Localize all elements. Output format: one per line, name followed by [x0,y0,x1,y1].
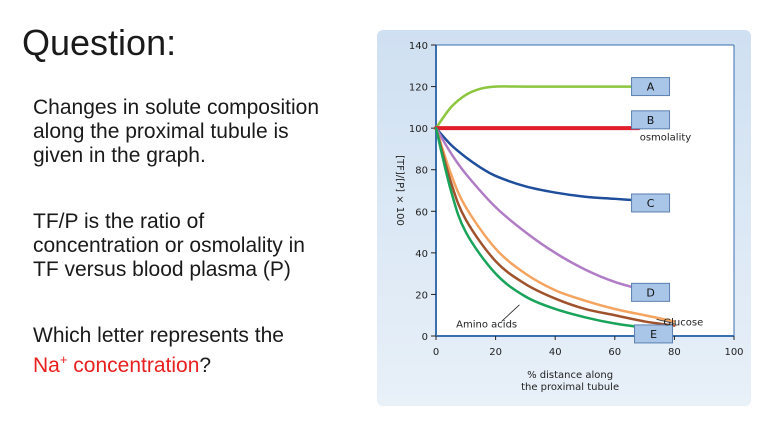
y-tick-label: 20 [415,290,428,301]
label-box-c [631,193,671,213]
label-box-text-c: C [647,197,655,210]
question-prefix: Which letter represents the [33,324,284,347]
question-mark: ? [199,354,212,377]
chart-card: 0 20 40 60 80 100 120 140 0 20 40 60 80 100 % distance… [377,30,751,406]
label-box-b [631,110,671,130]
x-tick-label: 20 [489,347,502,358]
question-line-2: Na+ concentration? [33,348,363,378]
question-paragraph-3: Which letter represents the Na+ concentr… [33,324,363,378]
y-tick-label: 140 [409,41,428,52]
annotation-osmolality: osmolality [640,133,692,144]
amino-leader-line [501,304,520,322]
curve-d [434,126,646,292]
x-axis-label: % distance along the proximal tubule [521,370,619,393]
question-paragraph-2: TF/P is the ratio of concentration or os… [33,210,305,281]
label-box-text-d: D [646,286,654,299]
x-tick-label: 40 [549,347,562,358]
plot-area [436,45,734,336]
label-box-a [631,77,671,97]
label-box-text-a: A [647,81,655,94]
y-axis-label: [TF]/[P] × 100 [394,155,405,226]
y-tick-label: 0 [422,332,428,343]
curve-amino [434,126,646,329]
curve-glucose [434,126,676,323]
na-concentration-text: concentration [67,354,200,377]
x-tick-label: 80 [668,347,681,358]
x-tick-label: 100 [724,347,743,358]
curve-a [434,85,640,130]
question-paragraph-1: Changes in solute composition along the … [33,96,320,167]
label-box-text-e: E [650,328,657,341]
na-superscript: + [59,352,68,367]
label-box-e [634,324,674,344]
slide-title: Question: [22,22,177,63]
curve-c [434,126,646,203]
y-tick-label: 60 [415,207,428,218]
annotation-amino-acids: Amino acids [456,320,517,331]
tfp-chart: 0 20 40 60 80 100 120 140 0 20 40 60 80 100 % distance… [394,41,744,393]
annotation-glucose: Glucose [663,318,703,329]
y-tick-label: 80 [415,166,428,177]
na-symbol: Na [33,354,60,377]
y-tick-label: 40 [415,249,428,260]
y-tick-label: 120 [409,83,428,94]
curve-e [434,126,676,327]
label-box-text-b: B [647,114,655,127]
y-tick-label: 100 [409,124,428,135]
x-tick-label: 60 [608,347,621,358]
glucose-leader-line [656,318,675,324]
x-tick-label: 0 [433,347,439,358]
label-box-d [631,282,671,302]
